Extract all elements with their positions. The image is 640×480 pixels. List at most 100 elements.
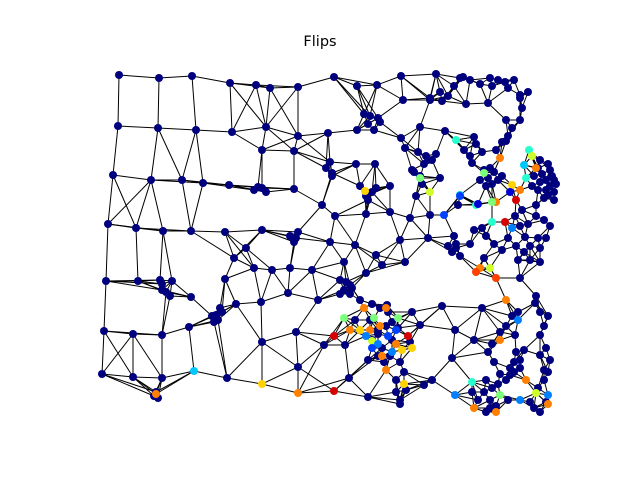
graph-edge xyxy=(195,129,233,133)
graph-edge xyxy=(519,277,537,297)
graph-edge xyxy=(224,229,263,233)
graph-node xyxy=(392,340,400,348)
graph-node xyxy=(511,212,519,220)
graph-node xyxy=(544,312,552,320)
graph-node xyxy=(187,293,195,301)
graph-node xyxy=(482,408,490,416)
graph-edge xyxy=(377,99,404,119)
graph-node xyxy=(472,140,480,148)
graph-node xyxy=(226,79,234,87)
graph-node xyxy=(252,81,260,89)
graph-edge xyxy=(265,126,295,152)
graph-edge xyxy=(441,305,483,309)
graph-edge xyxy=(519,261,541,279)
graph-edge xyxy=(260,269,273,303)
graph-node xyxy=(318,201,326,209)
graph-node xyxy=(399,96,407,104)
graph-node xyxy=(478,304,486,312)
graph-edge xyxy=(101,333,134,375)
graph-node xyxy=(518,206,526,214)
graph-edge xyxy=(317,279,341,301)
graph-edge xyxy=(363,84,378,115)
graph-edge xyxy=(419,324,456,331)
graph-edge xyxy=(444,130,475,138)
graph-node xyxy=(468,388,476,396)
graph-edge xyxy=(459,179,481,196)
graph-node xyxy=(414,148,422,156)
graph-node xyxy=(426,211,434,219)
graph-node xyxy=(346,290,354,298)
graph-edge xyxy=(112,174,137,229)
graph-node xyxy=(286,264,294,272)
graph-node xyxy=(466,152,474,160)
graph-edge xyxy=(404,147,425,165)
graph-node xyxy=(361,187,369,195)
graph-node xyxy=(498,138,506,146)
graph-edge xyxy=(188,326,195,372)
graph-edge xyxy=(293,150,327,169)
graph-node xyxy=(364,120,372,128)
graph-node xyxy=(450,232,458,240)
graph-node xyxy=(326,158,334,166)
graph-node xyxy=(536,331,544,339)
graph-edge xyxy=(334,213,367,217)
graph-edge xyxy=(260,292,289,303)
graph-edge xyxy=(402,97,431,101)
graph-edge xyxy=(158,75,193,79)
graph-node xyxy=(540,194,548,202)
graph-node xyxy=(504,234,512,242)
graph-edge xyxy=(329,161,357,165)
graph-node xyxy=(294,363,302,371)
graph-node xyxy=(262,188,270,196)
graph-edge xyxy=(293,150,331,163)
graph-node xyxy=(526,242,534,250)
graph-edge xyxy=(465,79,471,105)
graph-edge xyxy=(295,331,299,368)
graph-node xyxy=(294,389,302,397)
graph-edge xyxy=(354,244,367,274)
graph-edge xyxy=(132,333,163,336)
graph-node xyxy=(328,172,336,180)
graph-node xyxy=(134,277,142,285)
graph-node xyxy=(534,186,542,194)
graph-node xyxy=(370,126,378,134)
graph-node xyxy=(532,212,540,220)
graph-edge xyxy=(105,223,109,282)
graph-edge xyxy=(137,280,163,285)
graph-node xyxy=(516,186,524,194)
graph-node xyxy=(494,380,502,388)
graph-node xyxy=(408,308,416,316)
graph-node xyxy=(384,332,392,340)
graph-node xyxy=(250,264,258,272)
graph-edge xyxy=(235,303,263,343)
graph-edge xyxy=(161,326,190,336)
graph-node xyxy=(345,374,353,382)
graph-node xyxy=(452,136,460,144)
graph-edge xyxy=(224,267,255,280)
graph-edge xyxy=(229,82,233,133)
graph-edge xyxy=(441,305,456,331)
graph-node xyxy=(498,172,506,180)
graph-node xyxy=(376,304,384,312)
graph-edge xyxy=(517,302,536,321)
graph-node xyxy=(528,152,536,160)
graph-edge xyxy=(481,307,507,327)
graph-edge xyxy=(331,163,357,177)
graph-node xyxy=(290,238,298,246)
graph-node xyxy=(308,266,316,274)
graph-node xyxy=(448,248,456,256)
graph-edge xyxy=(155,370,195,395)
graph-node xyxy=(510,358,518,366)
graph-edge xyxy=(297,344,325,368)
graph-edge xyxy=(265,188,295,193)
graph-node xyxy=(502,116,510,124)
graph-node xyxy=(544,368,552,376)
graph-node xyxy=(378,352,386,360)
graph-edge xyxy=(265,87,271,128)
graph-edge xyxy=(404,237,429,263)
graph-node xyxy=(536,408,544,416)
graph-edge xyxy=(375,239,401,256)
graph-edge xyxy=(190,182,204,232)
graph-edge xyxy=(297,344,325,394)
graph-edge xyxy=(261,383,299,394)
